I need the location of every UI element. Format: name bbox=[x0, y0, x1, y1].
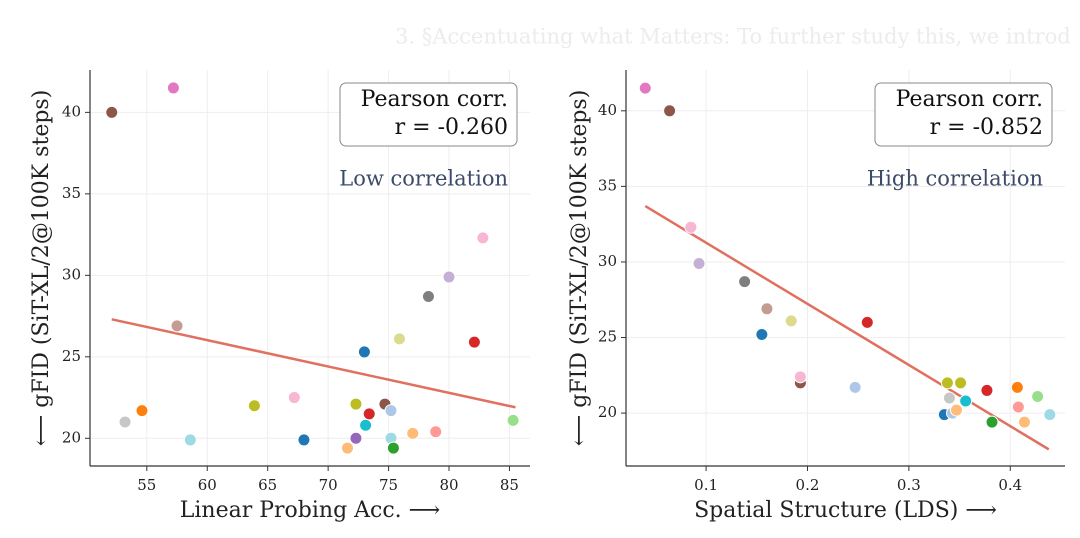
point bbox=[384, 404, 398, 418]
y-tick-label: 35 bbox=[62, 184, 81, 202]
point bbox=[118, 415, 132, 429]
x-tick-label: 75 bbox=[379, 476, 398, 494]
point bbox=[170, 319, 184, 333]
point bbox=[467, 335, 481, 349]
y-tick-label: 40 bbox=[62, 102, 81, 120]
point bbox=[357, 345, 371, 359]
annotation-box bbox=[874, 82, 1053, 147]
point bbox=[760, 302, 774, 316]
point bbox=[297, 433, 311, 447]
x-tick-label: 55 bbox=[137, 476, 156, 494]
annotation-text: Pearson corr. bbox=[896, 87, 1043, 112]
point bbox=[940, 376, 954, 390]
point bbox=[1031, 389, 1045, 403]
point bbox=[950, 403, 964, 417]
y-tick-label: 20 bbox=[62, 428, 81, 446]
point bbox=[1043, 408, 1057, 422]
annotation-box bbox=[339, 82, 518, 147]
y-axis-label: ⟵ gFID (SiT-XL/2@100K steps) bbox=[29, 90, 54, 447]
point bbox=[985, 415, 999, 429]
x-axis-label: Linear Probing Acc. ⟶ bbox=[180, 498, 440, 523]
x-tick-label: 85 bbox=[500, 476, 519, 494]
point bbox=[793, 370, 807, 384]
x-axis-label: Spatial Structure (LDS) ⟶ bbox=[694, 498, 997, 523]
point bbox=[183, 433, 197, 447]
point bbox=[1010, 380, 1024, 394]
y-tick-label: 40 bbox=[598, 101, 617, 119]
point bbox=[959, 394, 973, 408]
x-tick-label: 60 bbox=[198, 476, 217, 494]
point bbox=[135, 404, 149, 418]
point bbox=[406, 426, 420, 440]
annotation-text: r = -0.852 bbox=[930, 115, 1043, 140]
correlation-note: Low correlation bbox=[339, 167, 508, 191]
x-tick-label: 0.3 bbox=[897, 476, 921, 494]
header-text: 3. §Accentuating what Matters: To furthe… bbox=[395, 25, 1071, 49]
x-tick-label: 0.1 bbox=[694, 476, 718, 494]
point bbox=[349, 431, 363, 445]
y-axis-label: ⟵ gFID (SiT-XL/2@100K steps) bbox=[567, 90, 592, 447]
point bbox=[860, 315, 874, 329]
point bbox=[638, 81, 652, 95]
point bbox=[476, 231, 490, 245]
point bbox=[954, 376, 968, 390]
annotation-text: r = -0.260 bbox=[395, 115, 508, 140]
fit-line bbox=[644, 204, 1050, 451]
fit-line bbox=[111, 318, 516, 409]
y-tick-label: 35 bbox=[598, 176, 617, 194]
point bbox=[362, 407, 376, 421]
x-tick-label: 70 bbox=[319, 476, 338, 494]
y-tick-label: 25 bbox=[598, 328, 617, 346]
point bbox=[1017, 415, 1031, 429]
point bbox=[287, 391, 301, 405]
point bbox=[663, 104, 677, 118]
point bbox=[166, 81, 180, 95]
x-tick-label: 80 bbox=[439, 476, 458, 494]
point bbox=[848, 380, 862, 394]
point bbox=[506, 413, 520, 427]
y-tick-label: 25 bbox=[62, 347, 81, 365]
point bbox=[247, 399, 261, 413]
correlation-note: High correlation bbox=[867, 167, 1043, 191]
y-tick-label: 30 bbox=[62, 265, 81, 283]
annotation-text: Pearson corr. bbox=[361, 87, 508, 112]
point bbox=[359, 418, 373, 432]
point bbox=[692, 256, 706, 270]
point bbox=[105, 105, 119, 119]
point bbox=[349, 397, 363, 411]
point bbox=[942, 391, 956, 405]
y-tick-label: 20 bbox=[598, 403, 617, 421]
point bbox=[755, 328, 769, 342]
x-tick-label: 0.4 bbox=[998, 476, 1022, 494]
point bbox=[392, 332, 406, 346]
point bbox=[1011, 400, 1025, 414]
y-tick-label: 30 bbox=[598, 252, 617, 270]
point bbox=[421, 290, 435, 304]
point bbox=[738, 275, 752, 289]
point bbox=[442, 270, 456, 284]
point bbox=[784, 314, 798, 328]
point bbox=[386, 441, 400, 455]
point bbox=[340, 441, 354, 455]
x-tick-label: 65 bbox=[258, 476, 277, 494]
point bbox=[684, 220, 698, 234]
point bbox=[980, 383, 994, 397]
point bbox=[429, 425, 443, 439]
x-tick-label: 0.2 bbox=[796, 476, 820, 494]
